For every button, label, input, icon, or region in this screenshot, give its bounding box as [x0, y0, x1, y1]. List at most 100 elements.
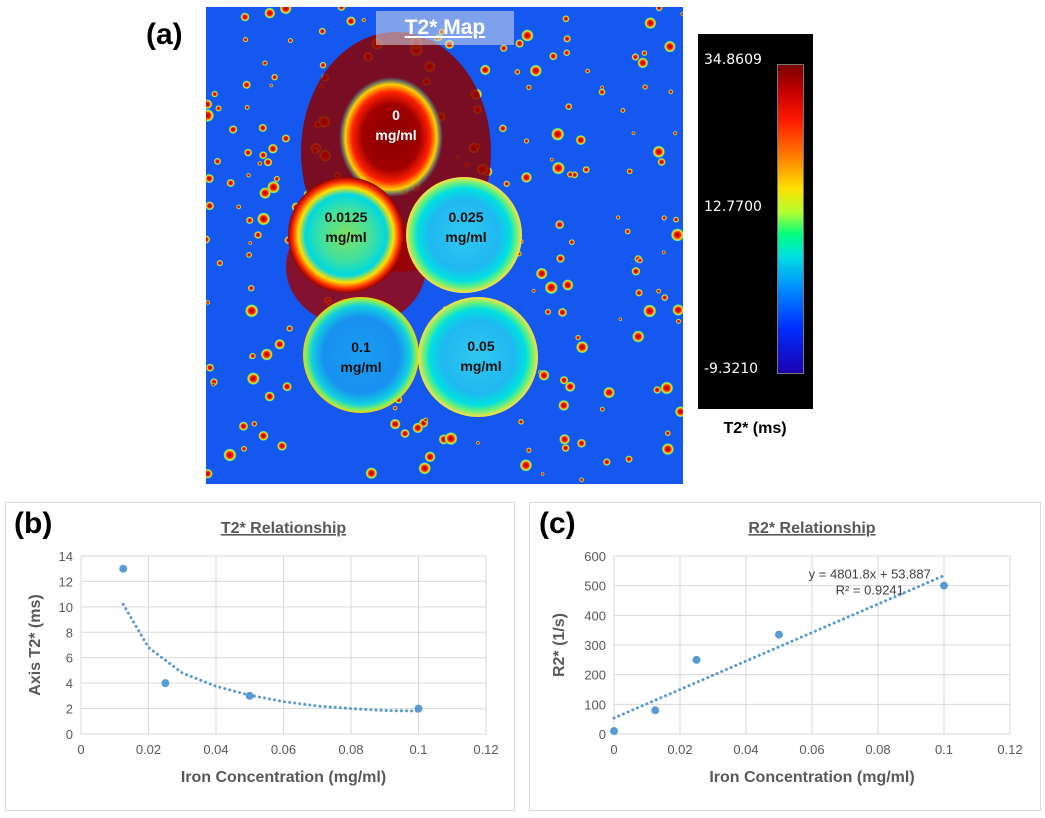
noise-dot: [206, 108, 215, 123]
chart-title: R2* Relationship: [748, 520, 875, 537]
y-tick-label: 10: [59, 600, 73, 615]
noise-dot: [563, 34, 572, 43]
noise-dot: [243, 148, 253, 157]
noise-dot: [245, 216, 254, 225]
noise-dot: [558, 399, 570, 412]
t2-chart: T2* Relationship 0 0.02 0.04 0.06 0.08 0.1 0.12…: [27, 520, 499, 786]
noise-dot: [660, 381, 674, 395]
noise-dot: [257, 161, 263, 166]
noise-dot: [412, 422, 424, 434]
noise-dot: [240, 12, 250, 22]
colorbar-mid: 12.7700: [704, 199, 762, 215]
noise-dot: [664, 430, 671, 437]
noise-dot: [674, 405, 683, 418]
noise-dot: [535, 267, 548, 280]
noise-dot: [544, 308, 552, 316]
sample-label-025: 0.025 mg/ml: [431, 207, 501, 247]
y-tick-label: 0: [66, 727, 73, 742]
noise-dot: [444, 431, 458, 446]
noise-dot: [244, 303, 259, 318]
noise-dot: [670, 228, 683, 242]
noise-dot: [661, 442, 675, 456]
noise-dot: [603, 386, 616, 399]
noise-dot: [253, 230, 263, 240]
noise-dot: [503, 180, 511, 188]
noise-dot: [246, 372, 260, 386]
data-point: [692, 655, 701, 664]
y-axis-label: R2* (1/s): [551, 613, 568, 677]
noise-dot: [262, 60, 268, 66]
noise-dot: [279, 7, 292, 15]
y-tick-label: 14: [59, 549, 73, 564]
y-tick-label: 400: [584, 608, 606, 623]
noise-dot: [256, 212, 271, 226]
r2-chart: R2* Relationship 0 0.02 0.04 0.06 0.08 0.1 0.12…: [551, 520, 1023, 786]
noise-dot: [680, 11, 683, 16]
noise-dot: [657, 157, 666, 167]
trendline: [612, 574, 946, 720]
colorbar: 34.8609 12.7700 -9.3210: [698, 34, 813, 409]
noise-dot: [625, 455, 633, 464]
noise-dot: [672, 216, 680, 223]
noise-dot: [661, 250, 666, 255]
noise-dot: [226, 178, 235, 188]
noise-dot: [520, 171, 533, 184]
noise-dot: [206, 300, 211, 305]
noise-dot: [264, 7, 276, 19]
sample-label-0125: 0.0125 mg/ml: [311, 207, 381, 247]
noise-dot: [631, 131, 636, 136]
sample-label-1-unit: mg/ml: [340, 359, 382, 375]
noise-dot: [531, 288, 536, 293]
noise-dot: [559, 375, 569, 385]
noise-dot: [663, 40, 676, 53]
noise-dot: [635, 288, 643, 297]
noise-dot: [251, 420, 258, 427]
noise-dot: [213, 157, 222, 166]
noise-dot: [269, 83, 274, 88]
noise-dot: [653, 385, 662, 394]
data-point: [414, 704, 423, 713]
noise-dot: [655, 7, 663, 12]
noise-dot: [626, 168, 633, 175]
noise-dot: [475, 440, 480, 445]
noise-dot: [287, 37, 294, 44]
sample-label-1-value: 0.1: [351, 339, 371, 355]
noise-dot: [598, 88, 606, 96]
x-tick-label: 0.06: [271, 742, 296, 757]
r2-chart-panel: R2* Relationship 0 0.02 0.04 0.06 0.08 0.1 0.12…: [529, 502, 1041, 811]
noise-dot: [525, 84, 532, 91]
colorbar-label: T2* (ms): [723, 420, 787, 437]
noise-dot: [618, 317, 623, 322]
noise-dot: [575, 334, 582, 341]
noise-dot: [655, 288, 662, 294]
y-tick-label: 4: [66, 676, 73, 691]
noise-dot: [636, 257, 644, 264]
sample-label-05-value: 0.05: [467, 338, 495, 354]
noise-dot: [389, 418, 401, 430]
x-tick-label: 0.06: [799, 742, 824, 757]
colorbar-min: -9.3210: [704, 361, 759, 377]
noise-dot: [286, 325, 294, 332]
sample-label-05-unit: mg/ml: [460, 358, 502, 374]
noise-dot: [575, 340, 589, 354]
noise-dot: [514, 68, 521, 75]
data-point: [940, 581, 948, 590]
noise-dot: [400, 428, 410, 439]
noise-dot: [337, 7, 346, 12]
data-point: [651, 706, 660, 715]
x-tick-label: 0.08: [338, 742, 363, 757]
noise-dot: [211, 382, 216, 387]
y-tick-label: 8: [66, 625, 73, 640]
noise-dot: [652, 145, 666, 159]
noise-dot: [319, 61, 327, 69]
sample-label-025-value: 0.025: [448, 209, 484, 225]
t2-map-graphic: [206, 7, 683, 484]
chart-title: T2* Relationship: [221, 520, 347, 537]
noise-dot: [498, 124, 508, 133]
noise-dot: [258, 430, 269, 442]
noise-dot: [259, 151, 268, 160]
noise-dot: [540, 472, 545, 476]
x-tick-label: 0.02: [667, 742, 692, 757]
noise-dot: [246, 172, 251, 178]
noise-dot: [247, 284, 255, 292]
